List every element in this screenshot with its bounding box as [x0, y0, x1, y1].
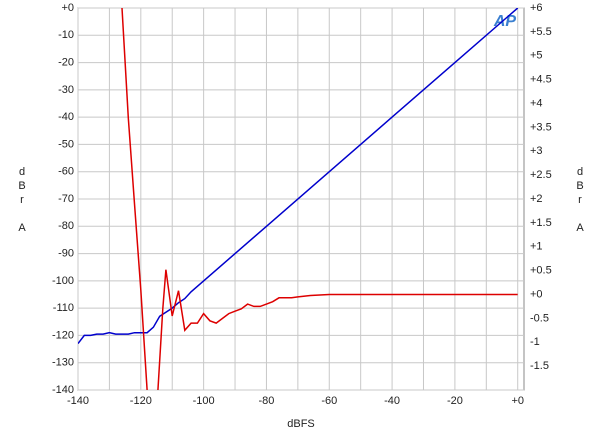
logo: AP: [493, 13, 517, 30]
x-tick-label: -60: [321, 395, 337, 407]
axis-label-char: r: [578, 194, 582, 206]
x-tick-label: -140: [67, 395, 89, 407]
plot-lines: [78, 8, 519, 390]
y2-tick-label: +6: [530, 2, 543, 14]
x-axis-label: dBFS: [287, 418, 315, 430]
y-tick-label: -50: [58, 138, 74, 150]
x-tick-label: -40: [384, 395, 400, 407]
series-line: [121, 8, 518, 390]
y2-tick-label: -1: [530, 336, 540, 348]
x-tick-label: -20: [447, 395, 463, 407]
y2-tick-label: +0: [530, 288, 543, 300]
axis-label-char: B: [18, 180, 25, 192]
y2-tick-label: +0.5: [530, 265, 552, 277]
y-tick-label: -80: [58, 220, 74, 232]
x-tick-label: -100: [193, 395, 215, 407]
axis-label-char: d: [19, 166, 25, 178]
axis-label-char: d: [577, 166, 583, 178]
y2-tick-label: +2.5: [530, 169, 552, 181]
y-tick-label: -10: [58, 29, 74, 41]
x-tick-label: -80: [258, 395, 274, 407]
axis-label-char: A: [576, 222, 584, 234]
y-tick-label: -40: [58, 111, 74, 123]
y-tick-label: -60: [58, 166, 74, 178]
y-tick-label: -100: [52, 275, 74, 287]
y-tick-label: -30: [58, 84, 74, 96]
y-tick-label: -90: [58, 247, 74, 259]
y2-tick-label: +1.5: [530, 217, 552, 229]
y-tick-label: -70: [58, 193, 74, 205]
y2-tick-label: +4.5: [530, 74, 552, 86]
y-tick-label: -130: [52, 357, 74, 369]
y2-tick-label: +1: [530, 241, 543, 253]
y2-tick-label: +3.5: [530, 121, 552, 133]
y2-tick-label: +5.5: [530, 26, 552, 38]
y2-tick-label: +2: [530, 193, 543, 205]
y2-tick-label: -1.5: [530, 360, 549, 372]
y2-tick-label: +5: [530, 50, 543, 62]
axis-label-char: r: [20, 194, 24, 206]
y2-tick-label: -0.5: [530, 312, 549, 324]
axis-label-char: A: [18, 222, 26, 234]
x-tick-label: +0: [511, 395, 524, 407]
y2-tick-label: +3: [530, 145, 543, 157]
axis-label-char: B: [576, 180, 583, 192]
y-tick-label: -20: [58, 56, 74, 68]
y-tick-label: -110: [53, 302, 74, 314]
y2-tick-label: +4: [530, 97, 543, 109]
y-tick-label: -120: [52, 329, 74, 341]
series-line: [78, 8, 519, 345]
y-tick-label: +0: [61, 2, 74, 14]
y-tick-label: -140: [52, 384, 74, 396]
x-tick-label: -120: [130, 395, 152, 407]
